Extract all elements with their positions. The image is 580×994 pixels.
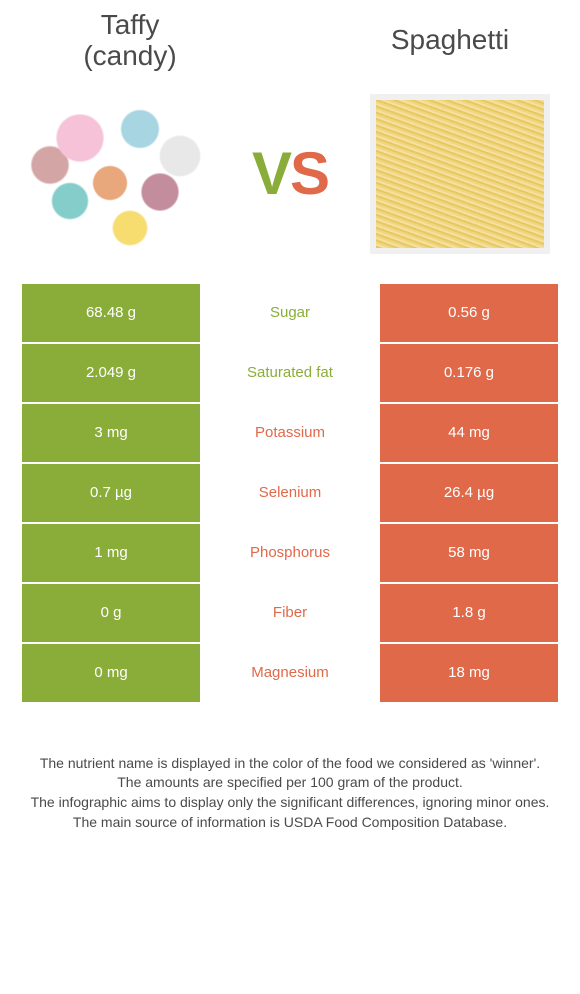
left-value: 2.049 g bbox=[22, 344, 200, 402]
nutrient-label: Potassium bbox=[200, 404, 380, 462]
right-value: 0.56 g bbox=[380, 284, 558, 342]
right-value: 44 mg bbox=[380, 404, 558, 462]
left-food-image bbox=[20, 84, 220, 264]
right-value: 1.8 g bbox=[380, 584, 558, 642]
nutrient-label: Sugar bbox=[200, 284, 380, 342]
right-title: Spaghetti bbox=[350, 25, 550, 56]
comparison-infographic: Taffy (candy) Spaghetti VS 68.48 gSugar0… bbox=[0, 0, 580, 832]
nutrient-label: Saturated fat bbox=[200, 344, 380, 402]
left-value: 3 mg bbox=[22, 404, 200, 462]
vs-s-letter: S bbox=[290, 140, 328, 207]
footnotes: The nutrient name is displayed in the co… bbox=[0, 704, 580, 833]
nutrient-row: 68.48 gSugar0.56 g bbox=[22, 284, 558, 344]
nutrient-label: Magnesium bbox=[200, 644, 380, 702]
nutrient-row: 3 mgPotassium44 mg bbox=[22, 404, 558, 464]
nutrient-row: 2.049 gSaturated fat0.176 g bbox=[22, 344, 558, 404]
nutrient-row: 0 mgMagnesium18 mg bbox=[22, 644, 558, 704]
vs-v-letter: V bbox=[252, 140, 290, 207]
right-value: 0.176 g bbox=[380, 344, 558, 402]
nutrient-row: 1 mgPhosphorus58 mg bbox=[22, 524, 558, 584]
right-value: 26.4 µg bbox=[380, 464, 558, 522]
images-row: VS bbox=[0, 72, 580, 284]
nutrient-label: Fiber bbox=[200, 584, 380, 642]
right-food-image bbox=[360, 84, 560, 264]
left-value: 0 g bbox=[22, 584, 200, 642]
left-value: 0 mg bbox=[22, 644, 200, 702]
footnote-line: The main source of information is USDA F… bbox=[18, 813, 562, 832]
right-value: 18 mg bbox=[380, 644, 558, 702]
left-value: 0.7 µg bbox=[22, 464, 200, 522]
left-title: Taffy (candy) bbox=[30, 10, 230, 72]
left-value: 68.48 g bbox=[22, 284, 200, 342]
left-title-line2: (candy) bbox=[83, 40, 176, 71]
nutrient-label: Selenium bbox=[200, 464, 380, 522]
nutrient-table: 68.48 gSugar0.56 g2.049 gSaturated fat0.… bbox=[22, 284, 558, 704]
footnote-line: The nutrient name is displayed in the co… bbox=[18, 754, 562, 773]
nutrient-row: 0 gFiber1.8 g bbox=[22, 584, 558, 644]
left-title-line1: Taffy bbox=[101, 9, 160, 40]
left-value: 1 mg bbox=[22, 524, 200, 582]
vs-badge: VS bbox=[252, 139, 328, 208]
footnote-line: The amounts are specified per 100 gram o… bbox=[18, 773, 562, 792]
nutrient-label: Phosphorus bbox=[200, 524, 380, 582]
footnote-line: The infographic aims to display only the… bbox=[18, 793, 562, 812]
right-value: 58 mg bbox=[380, 524, 558, 582]
nutrient-row: 0.7 µgSelenium26.4 µg bbox=[22, 464, 558, 524]
header: Taffy (candy) Spaghetti bbox=[0, 0, 580, 72]
